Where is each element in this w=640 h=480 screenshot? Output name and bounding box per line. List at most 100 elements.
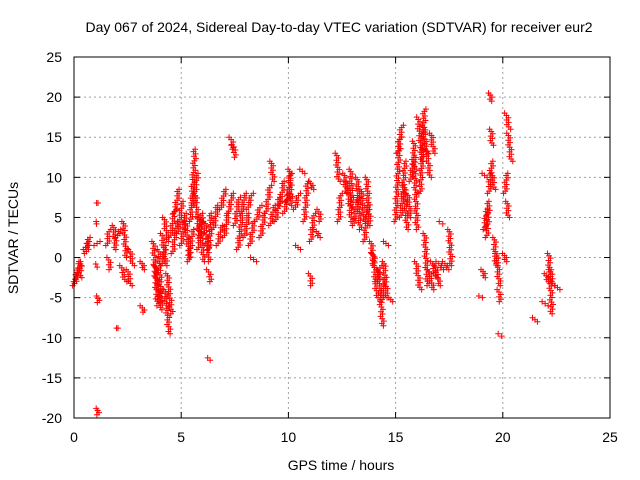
axis-ticks: 0 5 10 15 20 25 -20 -15 -10 -5 0 5 10 15 20 25 — [42, 49, 618, 445]
data-point — [428, 174, 435, 181]
data-point — [356, 226, 363, 233]
plot-frame — [73, 56, 611, 419]
data-point — [545, 302, 552, 309]
x-tick-label: 20 — [495, 429, 511, 445]
y-axis-label: SDTVAR / TECUs — [5, 182, 21, 294]
data-point — [237, 194, 244, 201]
data-point — [380, 322, 387, 329]
data-point — [281, 178, 288, 185]
data-point — [231, 154, 238, 161]
data-point — [250, 256, 257, 263]
data-point — [258, 202, 265, 209]
data-point — [407, 214, 414, 221]
data-point — [106, 266, 113, 273]
data-point — [509, 158, 516, 165]
data-point — [167, 330, 174, 337]
data-point — [156, 298, 163, 305]
data-point — [87, 234, 94, 241]
chart-title: Day 067 of 2024, Sidereal Day-to-day VTE… — [85, 19, 592, 35]
y-tick-label: 5 — [54, 209, 62, 225]
data-point — [190, 226, 197, 233]
data-point — [194, 170, 201, 177]
data-point — [437, 282, 444, 289]
data-point — [84, 240, 91, 247]
data-point — [199, 210, 206, 217]
data-point — [312, 210, 319, 217]
data-point — [153, 302, 160, 309]
data-point — [94, 240, 101, 247]
data-point — [347, 218, 354, 225]
data-point — [230, 190, 237, 197]
y-tick-label: -15 — [42, 370, 62, 386]
data-point — [317, 234, 324, 241]
data-point — [337, 178, 344, 185]
x-tick-label: 0 — [70, 429, 78, 445]
y-tick-label: -20 — [42, 410, 62, 426]
data-point — [430, 286, 437, 293]
data-point — [495, 330, 502, 337]
data-point — [222, 186, 229, 193]
y-tick-label: 25 — [46, 49, 62, 65]
data-point — [307, 282, 314, 289]
data-point — [496, 298, 503, 305]
data-point — [139, 309, 146, 316]
data-point — [179, 198, 186, 205]
data-point — [206, 278, 213, 285]
data-point — [539, 298, 546, 305]
data-point — [141, 266, 148, 273]
y-tick-label: 10 — [46, 169, 62, 185]
data-point — [310, 186, 317, 193]
data-point — [385, 242, 392, 249]
grid-lines — [74, 57, 610, 418]
x-axis-label: GPS time / hours — [288, 457, 395, 473]
data-point — [549, 310, 556, 317]
y-tick-label: 20 — [46, 89, 62, 105]
data-point — [97, 238, 104, 245]
y-tick-label: -5 — [50, 290, 63, 306]
data-point — [268, 182, 275, 189]
data-point — [490, 142, 497, 149]
data-point — [497, 282, 504, 289]
data-point — [165, 238, 172, 245]
data-point — [214, 202, 221, 209]
data-point — [422, 106, 429, 113]
data-point — [243, 190, 250, 197]
data-point — [436, 218, 443, 225]
data-point — [162, 242, 169, 249]
data-point — [129, 282, 136, 289]
data-point — [94, 299, 101, 306]
data-point — [413, 226, 420, 233]
x-tick-label: 5 — [177, 429, 185, 445]
y-tick-label: 15 — [46, 129, 62, 145]
data-point — [205, 258, 212, 265]
data-point — [479, 294, 486, 301]
data-point — [439, 220, 446, 227]
data-point — [405, 226, 412, 233]
data-point — [131, 262, 138, 269]
data-point — [247, 254, 254, 261]
x-tick-label: 25 — [602, 429, 618, 445]
data-point — [207, 357, 214, 364]
data-point — [389, 298, 396, 305]
data-point — [176, 186, 183, 193]
data-point — [167, 310, 174, 317]
data-point — [114, 325, 121, 332]
data-point — [93, 411, 100, 418]
data-point — [92, 260, 99, 267]
data-point — [492, 186, 499, 193]
data-point — [297, 190, 304, 197]
data-point — [498, 333, 505, 340]
data-point — [112, 246, 119, 253]
data-point — [556, 286, 563, 293]
data-point — [445, 266, 452, 273]
data-point — [424, 282, 431, 289]
data-point — [288, 202, 295, 209]
data-point — [489, 158, 496, 165]
data-point — [93, 220, 100, 227]
data-point — [534, 318, 541, 325]
x-tick-label: 10 — [281, 429, 297, 445]
data-point — [78, 274, 85, 281]
data-point — [297, 246, 304, 253]
data-point — [475, 293, 482, 300]
